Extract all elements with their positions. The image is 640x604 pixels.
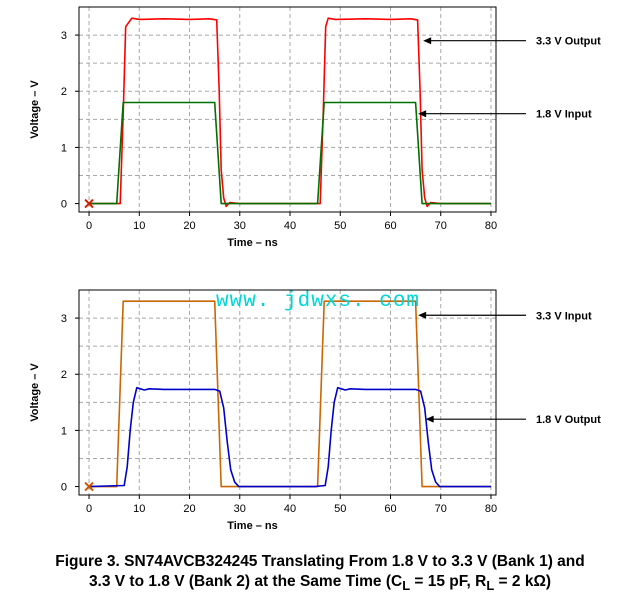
caption-line-2: 3.3 V to 1.8 V (Bank 2) at the Same Time… — [0, 572, 640, 596]
annotation-label: 3.3 V Output — [536, 36, 601, 48]
annotation-2: 1.8 V Input — [418, 109, 592, 121]
x-tick-label: 40 — [284, 220, 296, 232]
annotation-arrowhead — [418, 110, 427, 118]
watermark-text: www. jdwxs. com — [216, 290, 420, 313]
x-tick-label: 20 — [183, 220, 195, 232]
annotation-arrowhead — [425, 415, 434, 423]
plot-frame — [78, 6, 497, 213]
series-line-2 — [89, 101, 491, 205]
y-tick-label: 0 — [61, 199, 67, 211]
y-tick-label: 3 — [61, 30, 67, 42]
x-tick-label: 80 — [485, 220, 497, 232]
annotation-label: 3.3 V Input — [536, 310, 592, 322]
y-tick-label: 3 — [61, 313, 67, 325]
chart-2: 0 10 20 30 40 50 60 70 80 0 1 2 3 Time – ns Voltage – … — [29, 289, 601, 532]
annotation-label: 1.8 V Output — [536, 414, 601, 426]
y-tick-label: 1 — [61, 425, 67, 437]
y-tick-label: 0 — [61, 482, 67, 494]
trigger-marker — [84, 481, 94, 492]
x-tick-label: 0 — [86, 220, 92, 232]
y-tick-label: 1 — [61, 142, 67, 154]
x-tick-label: 70 — [435, 503, 447, 515]
x-tick-label: 50 — [334, 503, 346, 515]
y-tick-label: 2 — [61, 369, 67, 381]
x-tick-label: 60 — [384, 220, 396, 232]
annotation-1: 3.3 V Input — [418, 310, 592, 322]
y-axis-label: Voltage – V — [29, 363, 41, 422]
x-tick-label: 10 — [133, 220, 145, 232]
trigger-marker-stroke-2 — [84, 481, 94, 492]
plot-background — [79, 7, 496, 212]
figure-caption: Figure 3. SN74AVCB324245 Translating Fro… — [0, 552, 640, 596]
x-axis-label: Time – ns — [227, 237, 278, 249]
caption-line-2-mid: = 15 pF, R — [410, 573, 487, 590]
annotation-arrowhead — [423, 37, 432, 45]
x-tick-label: 30 — [234, 220, 246, 232]
x-tick-label: 30 — [234, 503, 246, 515]
x-tick-label: 80 — [485, 503, 497, 515]
x-tick-label: 70 — [435, 220, 447, 232]
annotation-arrowhead — [418, 311, 427, 319]
x-tick-label: 50 — [334, 220, 346, 232]
caption-line-2-suffix: = 2 kΩ) — [494, 573, 552, 590]
caption-line-2-prefix: 3.3 V to 1.8 V (Bank 2) at the Same Time… — [88, 573, 403, 590]
cl-subscript: L — [402, 578, 411, 594]
y-tick-label: 2 — [61, 86, 67, 98]
x-tick-label: 60 — [384, 503, 396, 515]
annotation-2: 1.8 V Output — [425, 414, 601, 426]
y-axis-label: Voltage – V — [29, 80, 41, 139]
x-tick-label: 40 — [284, 503, 296, 515]
annotation-1: 3.3 V Output — [423, 36, 601, 48]
x-tick-label: 20 — [183, 503, 195, 515]
plot-frame — [78, 289, 497, 496]
x-tick-label: 10 — [133, 503, 145, 515]
chart-1: 0 10 20 30 40 50 60 70 80 0 1 2 3 Time – ns Voltage – … — [29, 6, 601, 249]
trigger-marker-stroke-2 — [84, 198, 94, 209]
caption-line-1: Figure 3. SN74AVCB324245 Translating Fro… — [55, 553, 585, 570]
rl-subscript: L — [486, 578, 495, 594]
x-tick-label: 0 — [86, 503, 92, 515]
x-axis-label: Time – ns — [227, 520, 278, 532]
trigger-marker — [84, 198, 94, 209]
annotation-label: 1.8 V Input — [536, 109, 592, 121]
plot-background — [79, 290, 496, 495]
series-line-2 — [88, 386, 491, 488]
